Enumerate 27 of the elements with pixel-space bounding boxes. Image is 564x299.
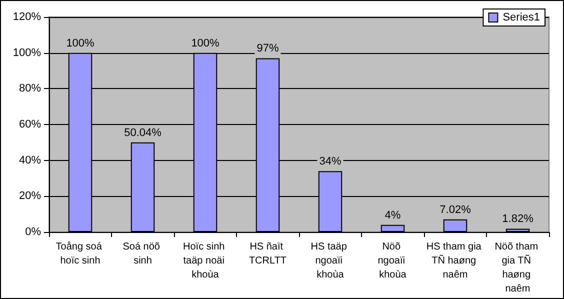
- y-tick-label: 60%: [18, 118, 42, 130]
- data-label: 100%: [191, 37, 220, 50]
- x-tick-label: HS tham gia TÑ haøng naêm: [426, 242, 484, 280]
- data-label: 7.02%: [440, 204, 472, 216]
- y-tick-label: 20%: [18, 190, 42, 202]
- data-label: 100%: [66, 37, 95, 50]
- x-tick-label: Nöõ tham gia TÑ haøng naêm: [494, 242, 541, 294]
- bar: [380, 224, 405, 232]
- legend-label: Series1: [502, 12, 540, 24]
- y-tick-label: 120%: [12, 11, 42, 23]
- x-tick-label: Hoïc sinh taäp noäi khoùa: [183, 242, 228, 280]
- y-tick-label: 40%: [18, 154, 42, 166]
- data-label: 1.82%: [502, 213, 534, 226]
- data-label: 97%: [256, 42, 279, 55]
- y-tick-label: 80%: [18, 82, 42, 95]
- bar: [443, 219, 468, 232]
- x-tick-label: Nöõ ngoaïi khoùa: [378, 242, 408, 280]
- bar: [506, 228, 530, 232]
- data-label: 50.04%: [124, 126, 162, 139]
- y-tick-label: 100%: [12, 46, 42, 59]
- data-label: 34%: [319, 156, 342, 168]
- data-label: 4%: [384, 209, 401, 222]
- x-tick-label: HS taäp ngoaïi khoùa: [310, 242, 350, 280]
- x-tick-label: HS ñaït TCRLTT: [248, 242, 287, 266]
- y-tick-label: 0%: [25, 226, 42, 238]
- x-tick-label: Toång soá hoïc sinh: [56, 240, 105, 266]
- x-tick-label: Soá nöõ sinh: [122, 242, 163, 266]
